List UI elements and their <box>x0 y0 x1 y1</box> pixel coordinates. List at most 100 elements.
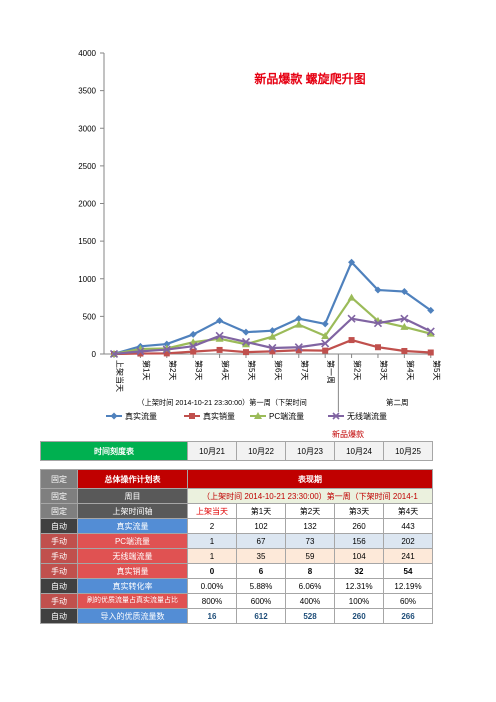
x-tick-label: 第3天 <box>379 360 389 380</box>
row-tag: 固定 <box>40 488 78 504</box>
value-cell: 54 <box>383 563 433 579</box>
value-cell: 32 <box>334 563 384 579</box>
x-group-label: 第二周 <box>386 397 409 407</box>
data-point <box>268 343 277 353</box>
data-point <box>215 331 224 340</box>
value-cell: 266 <box>383 608 433 624</box>
value-cell: 800% <box>187 593 237 609</box>
value-cell: 16 <box>187 608 237 624</box>
value-cell: 612 <box>236 608 286 624</box>
data-point <box>374 344 381 351</box>
data-point <box>347 314 356 323</box>
x-tick-label: 第7天 <box>300 360 310 380</box>
y-tick-label: 4000 <box>78 49 96 58</box>
date-cell: 10月25 <box>383 441 433 461</box>
date-cell: 10月22 <box>236 441 286 461</box>
legend-label: 无线端流量 <box>347 411 387 421</box>
value-cell: 35 <box>236 548 286 564</box>
value-cell: 67 <box>236 533 286 549</box>
table-row: 手动 刷的优质流量占真实流量占比 800% 600% 400% 100% 60% <box>40 593 433 609</box>
y-tick-label: 3000 <box>78 124 96 133</box>
value-cell: 12.31% <box>334 578 384 594</box>
table-row: 固定 周目 （上架时间 2014-10-21 23:30:00）第一周（下架时间 2… <box>40 488 433 504</box>
x-tick-label: 第5天 <box>247 360 257 380</box>
row-label: 导入的优质流量数 <box>77 608 188 624</box>
value-cell: 100% <box>334 593 384 609</box>
data-point <box>215 334 224 342</box>
table-row: 自动 真实流量 2 102 132 260 443 <box>40 518 433 534</box>
x-tick-label: 第6天 <box>273 360 283 380</box>
legend-label: PC端流量 <box>269 411 304 421</box>
perf-title: 表现期 <box>187 469 433 489</box>
data-point <box>189 342 198 351</box>
data-point <box>294 320 303 328</box>
row-label: 上架时间轴 <box>77 503 188 519</box>
y-tick-label: 2500 <box>78 162 96 171</box>
data-point <box>348 337 355 344</box>
x-tick-label: 第4天 <box>221 360 231 380</box>
row-tag: 手动 <box>40 563 78 579</box>
value-cell: 0 <box>187 563 237 579</box>
row-label: 周目 <box>77 488 188 504</box>
legend-label: 真实销量 <box>203 411 235 421</box>
value-cell: 260 <box>334 608 384 624</box>
value-cell: 2 <box>187 518 237 534</box>
value-cell: 0.00% <box>187 578 237 594</box>
date-cell: 10月24 <box>334 441 384 461</box>
row-tag: 自动 <box>40 578 78 594</box>
data-point <box>241 340 250 348</box>
data-point <box>374 286 382 294</box>
data-point <box>400 322 409 330</box>
value-cell: 6 <box>236 563 286 579</box>
data-point <box>137 350 144 357</box>
data-point <box>427 306 435 314</box>
date-cell: 10月21 <box>187 441 237 461</box>
x-tick-label: 第5天 <box>432 360 442 380</box>
legend-label: 真实流量 <box>125 411 157 421</box>
row-tag: 手动 <box>40 533 78 549</box>
y-tick-label: 1500 <box>78 237 96 246</box>
y-tick-label: 0 <box>92 350 97 359</box>
period-cell: （上架时间 2014-10-21 23:30:00）第一周（下架时间 2014-… <box>187 488 433 504</box>
data-point <box>216 317 224 325</box>
y-tick-label: 500 <box>83 312 97 321</box>
value-cell: 443 <box>383 518 433 534</box>
value-cell: 260 <box>334 518 384 534</box>
value-cell: 1 <box>187 548 237 564</box>
value-cell: 202 <box>383 533 433 549</box>
data-point <box>295 347 302 354</box>
data-point <box>321 339 330 348</box>
table-row: 手动 真实销量 0 6 8 32 54 <box>40 563 433 579</box>
legend-marker <box>110 412 118 420</box>
table-row: 手动 无线端流量 1 35 59 104 241 <box>40 548 433 564</box>
y-tick-label: 2000 <box>78 200 96 209</box>
row-tag: 手动 <box>40 548 78 564</box>
value-cell: 600% <box>236 593 286 609</box>
value-cell: 8 <box>285 563 335 579</box>
value-cell: 400% <box>285 593 335 609</box>
data-point <box>163 340 171 348</box>
data-point <box>241 337 251 347</box>
chart-title: 新品爆款 螺旋爬升图 <box>254 71 365 86</box>
data-point <box>373 319 383 328</box>
value-cell: 12.19% <box>383 578 433 594</box>
value-cell: 104 <box>334 548 384 564</box>
value-cell: 1 <box>187 533 237 549</box>
time-scale-title: 时间刻度表 <box>40 441 188 461</box>
data-point <box>348 258 356 266</box>
value-cell: 第2天 <box>285 503 335 519</box>
row-tag: 自动 <box>40 518 78 534</box>
row-tag: 手动 <box>40 593 78 609</box>
y-tick-label: 3500 <box>78 87 96 96</box>
data-point <box>242 349 249 356</box>
table-row: 自动 导入的优质流量数 16 612 528 260 266 <box>40 608 433 624</box>
data-point <box>294 343 303 352</box>
x-tick-label: 第1天 <box>141 360 151 380</box>
row-label: 真实流量 <box>77 518 188 534</box>
legend-marker <box>332 412 340 420</box>
data-point <box>109 349 119 358</box>
data-point <box>427 349 434 356</box>
data-point <box>321 320 329 328</box>
row-tag: 自动 <box>40 608 78 624</box>
row-label: 无线端流量 <box>77 548 188 564</box>
